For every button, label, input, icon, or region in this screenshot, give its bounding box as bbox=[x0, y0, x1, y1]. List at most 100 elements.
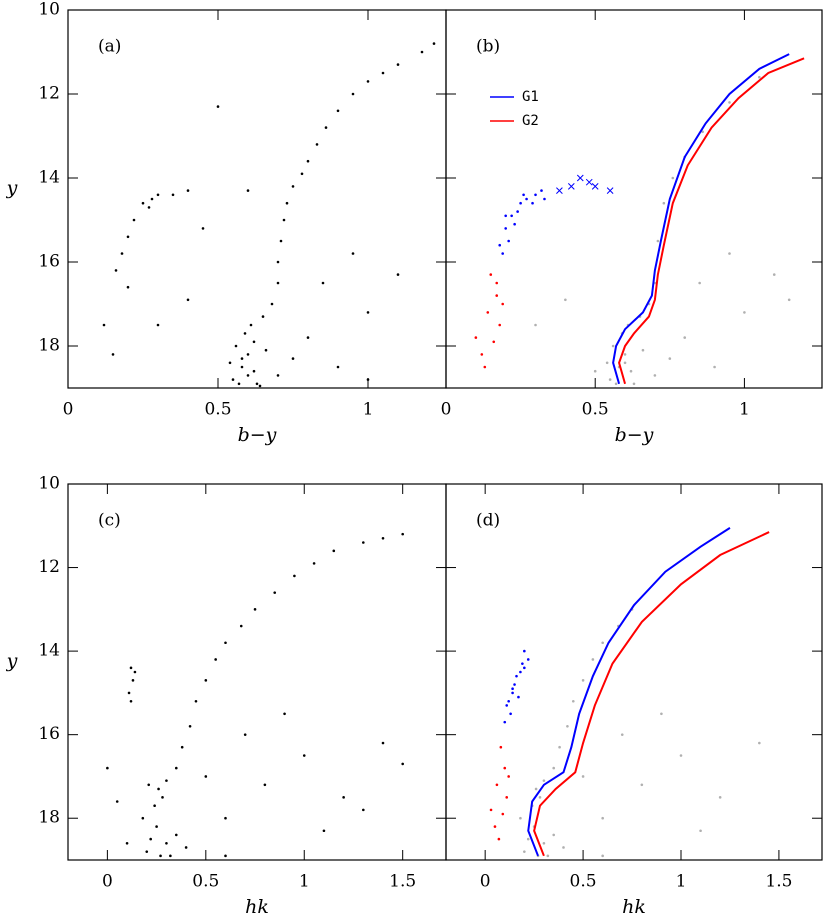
data-point bbox=[273, 591, 277, 594]
data-point bbox=[204, 775, 208, 778]
x-tick-label: 1.5 bbox=[389, 872, 416, 892]
data-point bbox=[153, 804, 156, 807]
data-point bbox=[772, 273, 776, 276]
data-point bbox=[276, 374, 280, 377]
data-point bbox=[499, 745, 503, 749]
data-point bbox=[102, 323, 106, 327]
x-tick-label: 0.5 bbox=[570, 872, 597, 892]
data-point bbox=[660, 712, 663, 716]
data-point bbox=[147, 783, 151, 787]
x-axis-label: b−y bbox=[615, 424, 654, 446]
y-axis-label: y bbox=[6, 650, 18, 672]
data-point bbox=[194, 699, 198, 703]
data-point bbox=[611, 344, 615, 348]
data-point bbox=[474, 336, 478, 339]
plot-frame bbox=[445, 9, 823, 389]
data-point bbox=[126, 235, 130, 239]
data-point bbox=[606, 187, 614, 194]
data-point bbox=[503, 766, 507, 770]
data-point bbox=[312, 562, 316, 565]
data-point bbox=[366, 311, 370, 314]
data-point bbox=[279, 239, 283, 243]
data-point bbox=[486, 311, 490, 314]
data-point bbox=[261, 315, 265, 318]
data-point bbox=[713, 365, 716, 369]
data-point bbox=[653, 374, 657, 377]
data-point bbox=[155, 825, 158, 828]
y-tick-label: 14 bbox=[38, 168, 60, 188]
data-point bbox=[159, 854, 162, 858]
data-point bbox=[228, 361, 232, 365]
data-point bbox=[623, 361, 627, 365]
data-point bbox=[149, 837, 152, 841]
data-point bbox=[656, 239, 660, 243]
data-point bbox=[306, 159, 310, 163]
data-point bbox=[671, 176, 675, 180]
data-point bbox=[336, 365, 340, 369]
panel-label: (c) bbox=[98, 511, 121, 531]
data-point bbox=[224, 641, 227, 645]
data-point bbox=[111, 353, 115, 356]
data-point bbox=[701, 130, 704, 134]
data-point bbox=[362, 808, 365, 812]
data-point bbox=[252, 369, 256, 373]
data-point bbox=[728, 101, 731, 104]
data-point bbox=[351, 92, 355, 96]
data-point bbox=[234, 344, 238, 348]
data-point bbox=[216, 105, 220, 108]
data-point bbox=[542, 841, 546, 845]
data-point bbox=[492, 340, 496, 344]
y-tick-label: 18 bbox=[38, 336, 60, 356]
data-point bbox=[282, 218, 286, 222]
data-point bbox=[571, 699, 575, 703]
y-axis-label: y bbox=[6, 177, 18, 199]
data-point bbox=[662, 201, 666, 205]
data-point bbox=[332, 549, 336, 553]
data-point bbox=[366, 80, 370, 83]
data-point bbox=[614, 382, 618, 386]
data-point bbox=[507, 775, 510, 778]
data-point bbox=[641, 348, 645, 352]
data-point bbox=[252, 340, 256, 344]
data-point bbox=[246, 189, 250, 192]
x-tick-label: 0.5 bbox=[582, 400, 609, 420]
data-point bbox=[534, 193, 537, 197]
data-point bbox=[605, 361, 609, 365]
data-point bbox=[632, 382, 636, 386]
data-point bbox=[246, 353, 250, 356]
data-point bbox=[564, 298, 567, 302]
data-point bbox=[133, 670, 137, 674]
data-point bbox=[493, 825, 497, 828]
data-point bbox=[214, 658, 217, 661]
y-tick-label: 18 bbox=[38, 808, 60, 828]
data-point bbox=[519, 816, 522, 820]
data-point bbox=[231, 378, 235, 381]
data-point bbox=[306, 336, 310, 339]
x-tick-label: 0.5 bbox=[204, 400, 231, 420]
data-point bbox=[255, 382, 259, 386]
data-point bbox=[507, 699, 510, 703]
data-point bbox=[141, 816, 145, 820]
data-point bbox=[483, 365, 487, 369]
data-point bbox=[519, 670, 522, 674]
data-point bbox=[540, 189, 543, 192]
data-point bbox=[258, 384, 262, 388]
isochrone bbox=[533, 531, 770, 857]
data-point bbox=[531, 201, 534, 205]
y-tick-label: 10 bbox=[38, 0, 60, 20]
data-point bbox=[174, 833, 178, 837]
data-point bbox=[699, 829, 702, 833]
data-point bbox=[608, 378, 612, 381]
data-point bbox=[534, 787, 538, 791]
data-point bbox=[401, 532, 404, 536]
y-tick-label: 16 bbox=[38, 252, 60, 272]
data-point bbox=[566, 725, 569, 728]
x-axis-label: hk bbox=[622, 896, 646, 918]
data-point bbox=[497, 837, 501, 841]
data-point bbox=[507, 239, 510, 243]
data-point bbox=[495, 783, 499, 787]
data-point bbox=[291, 185, 295, 188]
data-point bbox=[489, 273, 493, 276]
data-point bbox=[489, 808, 493, 812]
plot-frame bbox=[445, 483, 823, 861]
